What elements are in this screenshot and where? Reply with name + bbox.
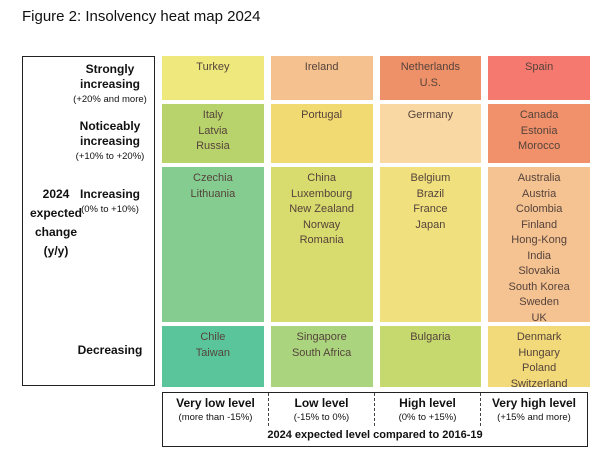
country-label: Canada [519,109,559,121]
country-label: Bulgaria [410,331,451,343]
heatmap-cell: Denmark Hungary Poland Switzerland [488,326,590,390]
heatmap-grid: Turkey Ireland Netherlands U.S. Spain Italy La… [162,56,590,390]
heatmap-cell: Czechia Lithuania [162,167,264,322]
country-label: Belgium [410,172,451,184]
country-label: Romania [299,234,344,246]
x-axis-category: Very high level (+15% and more) [481,393,587,426]
y-axis-title-line: (y/y) [43,244,69,258]
country-label: Norway [302,218,341,231]
heatmap-cell: Portugal [270,104,373,163]
heatmap-cell: Canada Estonia Morocco [488,104,590,163]
country-label: Sweden [519,296,559,308]
x-axis-labels: Very low level (more than -15%) Low level (… [163,393,587,426]
country-label: Switzerland [510,377,568,390]
x-axis-category-label: Low level [294,396,349,410]
x-axis-box: Very low level (more than -15%) Low level (… [162,392,588,447]
country-label: Ireland [304,61,339,73]
y-axis-category: Noticeably increasing (+10% to +20%) [67,119,153,162]
y-axis-category-label: Decreasing [77,343,143,357]
y-axis-category-range: (0% to +10%) [81,204,139,215]
y-axis-category: Strongly increasing (+20% and more) [67,62,153,105]
country-label: Morocco [518,140,561,152]
x-axis-category-range: (more than -15%) [178,412,253,423]
heatmap-cell: Singapore South Africa [270,326,373,387]
heatmap-cell: Bulgaria [379,326,482,387]
country-label: China [307,172,336,184]
country-label: Colombia [515,203,563,215]
country-label: Hungary [518,346,560,359]
y-axis-title: 2024 expected change (y/y) [25,185,87,261]
country-label: Estonia [520,124,558,137]
country-label: UK [531,311,547,324]
country-label: Italy [202,109,223,121]
x-axis-category: Low level (-15% to 0%) [269,393,375,426]
y-axis-title-line: 2024 [42,187,70,201]
country-label: Japan [415,218,446,231]
country-label: Poland [521,362,557,374]
y-axis-box: 2024 expected change (y/y) Strongly incr… [22,56,155,386]
heatmap-cell: Germany [379,104,482,163]
country-label: Chile [200,331,226,343]
y-axis-category-range: (+20% and more) [73,94,147,105]
country-label: India [527,249,552,262]
x-axis-category-label: Very low level [176,396,255,410]
x-axis-category: High level (0% to +15%) [375,393,481,426]
country-label: Singapore [296,331,347,343]
x-axis-category-range: (-15% to 0%) [293,412,350,423]
y-axis-title-line: change [34,225,77,239]
country-label: Latvia [198,124,228,137]
country-label: Denmark [516,331,562,343]
x-axis-category-range: (+15% and more) [497,412,571,423]
x-axis-category-label: Very high level [491,396,577,410]
country-label: Brazil [416,187,445,200]
country-label: Spain [525,61,554,73]
country-label: Netherlands [400,61,461,73]
country-label: Finland [521,218,558,231]
country-label: South Africa [291,346,352,359]
country-label: Slovakia [518,265,560,277]
country-label: U.S. [419,76,442,89]
x-axis-caption: 2024 expected level compared to 2016-19 [267,429,483,441]
country-label: Czechia [193,172,233,184]
country-label: Turkey [196,61,230,73]
country-label: Portugal [301,109,343,121]
heatmap-cell: Italy Latvia Russia [162,104,264,163]
x-axis-category-range: (0% to +15%) [398,412,457,423]
country-label: Lithuania [190,187,236,200]
country-label: Australia [517,172,561,184]
x-axis-category: Very low level (more than -15%) [163,393,269,426]
y-axis-category-label: Strongly increasing [79,62,141,91]
y-axis-category-range: (+10% to +20%) [75,151,145,162]
heatmap-cell: Ireland [270,56,373,100]
y-axis-category-label: Noticeably increasing [79,119,141,148]
country-label: Russia [196,140,230,152]
country-label: Hong-Kong [511,234,567,246]
country-label: Taiwan [195,346,230,359]
heatmap-cell: Turkey [162,56,264,100]
heatmap-cell: Spain [488,56,590,100]
heatmap-cell: Australia Austria Colombia Finland Hong-Kong… [488,167,590,324]
country-label: Austria [522,187,557,200]
x-axis-category-label: High level [399,396,456,410]
y-axis-category: Decreasing [67,343,153,358]
figure-title: Figure 2: Insolvency heat map 2024 [22,8,261,25]
heatmap-cell: Netherlands U.S. [379,56,482,100]
heatmap-cell: Belgium Brazil France Japan [379,167,482,322]
country-label: South Korea [508,280,570,293]
country-label: Luxembourg [291,187,353,200]
y-axis-category-label: Increasing [79,187,141,201]
heatmap-cell: China Luxembourg New Zealand Norway Romania [270,167,373,322]
country-label: Germany [407,109,453,121]
y-axis-category: Increasing (0% to +10%) [67,187,153,215]
country-label: New Zealand [289,203,355,215]
country-label: France [413,203,448,215]
y-axis-title-line: expected [29,206,83,220]
heatmap-cell: Chile Taiwan [162,326,264,387]
